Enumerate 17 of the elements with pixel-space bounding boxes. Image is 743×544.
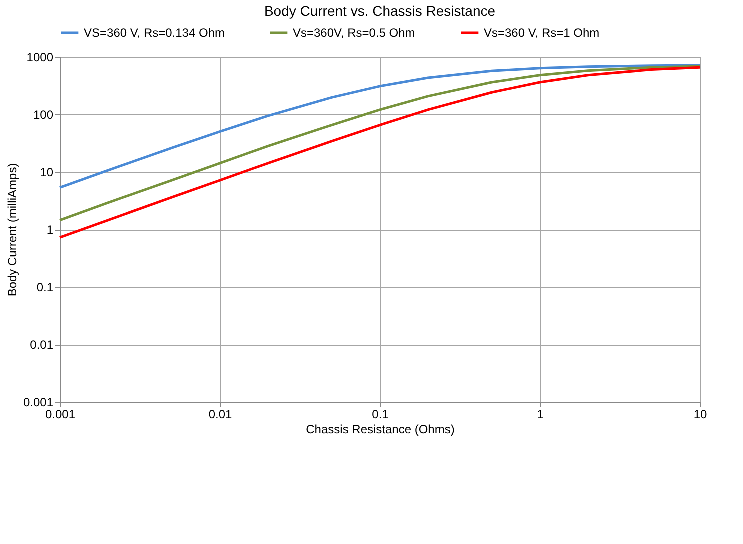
x-tick-label: 0.01 [208, 408, 232, 422]
legend-label: Vs=360V, Rs=0.5 Ohm [293, 26, 416, 40]
x-tick-label: 10 [694, 408, 708, 422]
y-tick-label: 0.01 [30, 338, 54, 352]
y-tick-label: 100 [33, 108, 54, 122]
chart-title: Body Current vs. Chassis Resistance [264, 3, 496, 19]
x-tick-label: 0.1 [372, 408, 390, 422]
x-axis-title: Chassis Resistance (Ohms) [306, 422, 455, 436]
y-axis-title: Body Current (milliAmps) [5, 163, 20, 297]
y-tick-label: 0.1 [36, 280, 54, 294]
y-tick-label: 1 [46, 223, 54, 237]
legend-label: VS=360 V, Rs=0.134 Ohm [84, 26, 225, 40]
x-tick-label: 1 [537, 408, 544, 422]
legend-label: Vs=360 V, Rs=1 Ohm [484, 26, 600, 40]
y-tick-label: 0.001 [23, 396, 54, 410]
y-tick-label: 1000 [26, 50, 54, 64]
y-tick-label: 10 [40, 166, 54, 180]
